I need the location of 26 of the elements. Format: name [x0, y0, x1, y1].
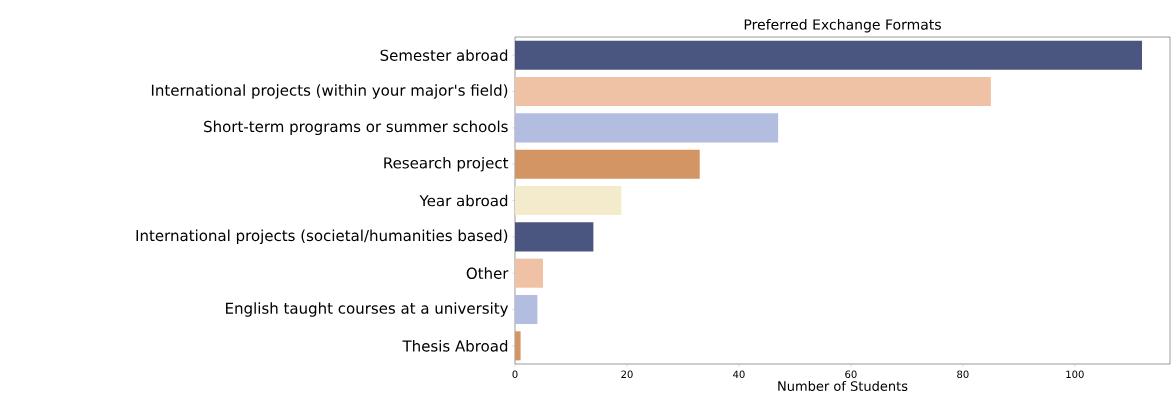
bar [515, 185, 622, 216]
chart-title: Preferred Exchange Formats [744, 18, 941, 33]
bar [515, 113, 779, 143]
x-tick-label: 60 [845, 370, 857, 379]
y-tick-label: Research project [384, 156, 509, 172]
y-tick-label: Year abroad [419, 194, 508, 207]
bar [515, 149, 700, 179]
x-tick-label: 100 [1066, 370, 1084, 379]
x-tick-label: 40 [733, 370, 745, 379]
x-tick-label: 20 [621, 370, 633, 379]
bar [515, 294, 538, 325]
bar [515, 40, 1143, 70]
x-axis-title: Number of Students [778, 380, 908, 391]
y-tick-label: Short-term programs or summer schools [204, 120, 508, 136]
x-tick-label: 80 [957, 370, 969, 379]
y-tick-label: Other [466, 267, 509, 279]
bar [515, 76, 991, 107]
y-tick-label: International projects (within your major's field) [151, 84, 508, 99]
bar [515, 331, 521, 361]
y-tick-label: Thesis Abroad [402, 340, 508, 352]
x-tick-label: 0 [512, 370, 518, 379]
y-tick-label: Semester abroad [380, 49, 508, 61]
y-tick-label: English taught courses at a university [226, 302, 509, 317]
bar [515, 222, 594, 252]
bar [515, 258, 543, 288]
y-tick-label: International projects (societal/humanities based) [136, 229, 508, 245]
